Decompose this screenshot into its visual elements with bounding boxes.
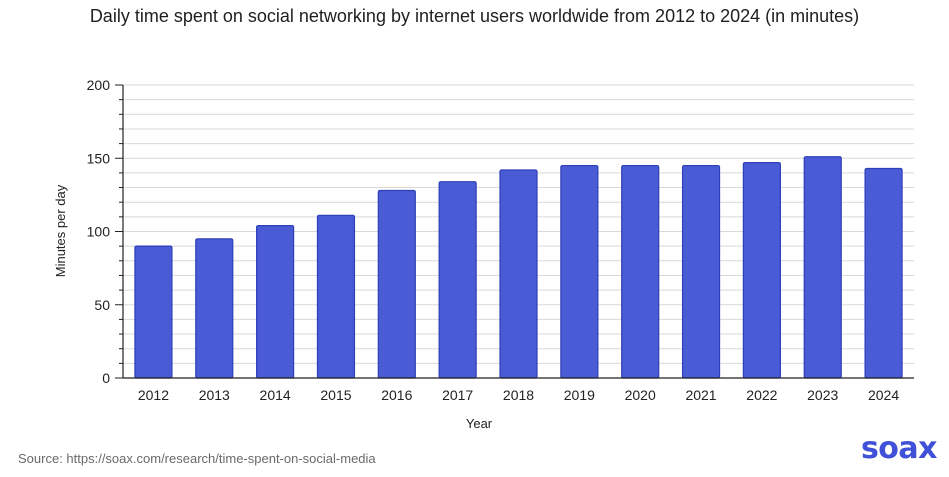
x-axis-label: Year — [466, 416, 493, 431]
x-tick-label: 2015 — [320, 387, 351, 403]
x-tick-label: 2018 — [503, 387, 534, 403]
bar-2018 — [499, 169, 538, 379]
axes: 0 50 100 150 200 2012 2013 2014 2015 2016 2017 2018… — [87, 77, 914, 403]
bar-2021 — [681, 164, 721, 379]
y-tick-label: 100 — [87, 224, 111, 240]
bar-2016 — [377, 189, 416, 379]
y-tick-label: 50 — [94, 297, 110, 313]
x-tick-label: 2020 — [625, 387, 656, 403]
bar-2013 — [195, 238, 234, 379]
x-tick-label: 2024 — [868, 387, 899, 403]
y-tick-label: 0 — [102, 370, 110, 386]
x-tick-label: 2021 — [685, 387, 716, 403]
bar-2019 — [560, 164, 599, 379]
bar-2014 — [256, 225, 295, 379]
x-tick-label: 2012 — [138, 387, 169, 403]
bar-2023 — [803, 156, 842, 379]
x-tick-label: 2013 — [199, 387, 230, 403]
bar-2022 — [742, 162, 781, 379]
y-tick-label: 150 — [87, 150, 111, 166]
bar-2024 — [864, 167, 903, 379]
bar-2017 — [438, 181, 477, 379]
bar-2015 — [316, 214, 356, 379]
y-axis-label: Minutes per day — [53, 184, 68, 277]
source-caption: Source: https://soax.com/research/time-s… — [18, 451, 376, 466]
bar-2020 — [621, 164, 660, 379]
x-tick-label: 2017 — [442, 387, 473, 403]
x-tick-label: 2014 — [260, 387, 291, 403]
x-tick-label: 2016 — [381, 387, 412, 403]
x-tick-label: 2023 — [807, 387, 838, 403]
x-tick-label: 2019 — [564, 387, 595, 403]
x-tick-label: 2022 — [746, 387, 777, 403]
bars — [134, 156, 903, 379]
soax-logo: soax — [860, 431, 938, 466]
bar-2012 — [134, 245, 173, 379]
chart-title: Daily time spent on social networking by… — [89, 6, 860, 26]
y-tick-label: 200 — [87, 77, 111, 93]
